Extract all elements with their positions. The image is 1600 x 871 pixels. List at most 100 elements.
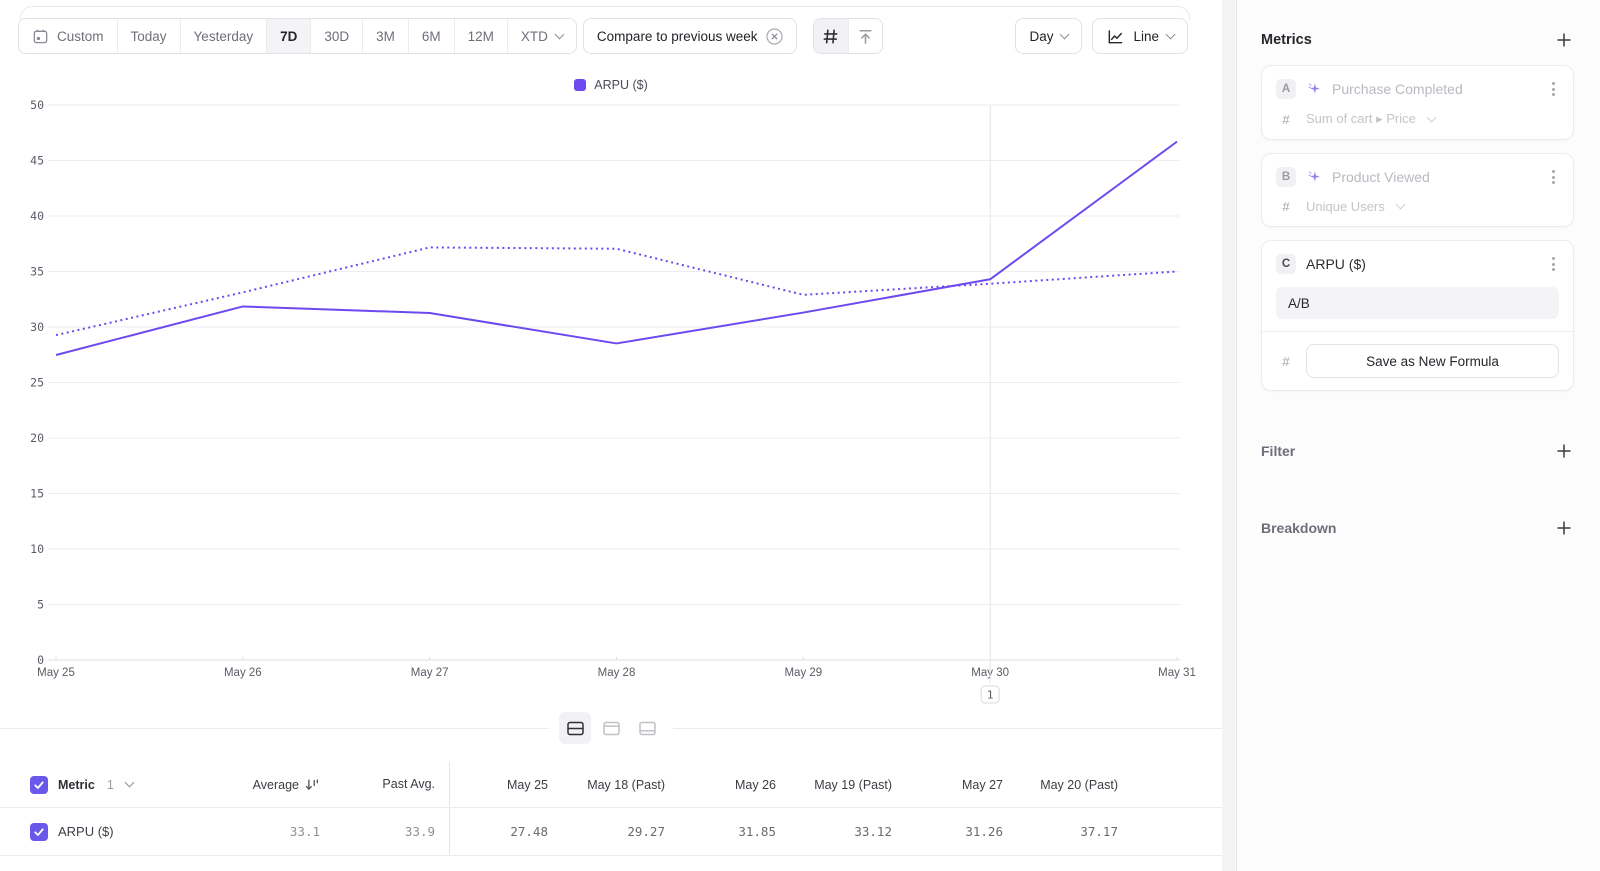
hash-grid-icon <box>823 29 838 43</box>
arrow-up-to-line-icon <box>859 29 871 44</box>
annotation-badge[interactable]: 1 <box>980 685 1000 704</box>
date-range-3m[interactable]: 3M <box>362 19 408 53</box>
formula-input[interactable] <box>1276 287 1559 319</box>
y-axis-tick: 45 <box>30 154 44 168</box>
metric-card-b: B Product Viewed # Unique Users <box>1261 153 1574 227</box>
save-as-new-formula-button[interactable]: Save as New Formula <box>1306 344 1559 378</box>
layout-split-horizontal-button[interactable] <box>559 712 591 744</box>
column-header-label: May 18 (Past) <box>587 777 665 792</box>
uplift-toggle-button[interactable] <box>847 19 882 53</box>
column-header-date: May 26 <box>665 778 776 792</box>
y-axis-tick: 10 <box>30 542 44 556</box>
metric-badge: C <box>1276 254 1296 274</box>
row-checkbox[interactable] <box>30 822 48 841</box>
column-header-date: May 18 (Past) <box>548 778 665 792</box>
chevron-down-icon <box>1426 112 1437 122</box>
add-filter-button[interactable] <box>1554 441 1574 461</box>
layout-toggle-group <box>0 712 1222 744</box>
x-axis-tick: May 28 <box>598 667 636 679</box>
measure-dropdown[interactable]: # Unique Users <box>1276 199 1559 214</box>
date-range-label: Custom <box>57 28 104 44</box>
chart-legend: ARPU ($) <box>0 78 1222 92</box>
calendar-icon <box>33 29 48 43</box>
date-range-control: Custom Today Yesterday 7D 30D 3M 6M 12M XTD <box>18 18 577 54</box>
filter-section-title: Filter <box>1261 443 1296 459</box>
measure-dropdown[interactable]: # Sum of cart ▸ Price <box>1276 111 1559 127</box>
column-header-date: May 19 (Past) <box>776 778 892 792</box>
cell-value: 28.52 <box>1118 824 1222 839</box>
layout-header-top-button[interactable] <box>595 712 627 744</box>
panel-bottom-icon <box>638 721 656 735</box>
chart-options-toggle <box>812 18 883 54</box>
date-range-6m[interactable]: 6M <box>407 19 454 53</box>
layout-footer-bottom-button[interactable] <box>631 712 663 744</box>
query-sidebar: Metrics A Purchase Completed # Sum of cart … <box>1236 0 1600 871</box>
metric-options-kebab-icon[interactable] <box>1548 78 1559 100</box>
y-axis-tick: 0 <box>37 653 44 667</box>
plus-icon <box>1557 444 1571 458</box>
metric-count: 1 <box>106 777 114 792</box>
compare-label: Compare to previous week <box>596 28 758 44</box>
add-metric-button[interactable] <box>1554 30 1574 50</box>
chart-toolbar: Custom Today Yesterday 7D 30D 3M 6M 12M XTD Comp… <box>18 18 1188 54</box>
split-horizontal-icon <box>566 721 584 735</box>
date-range-label: 7D <box>280 28 298 44</box>
cell-value: 31.85 <box>738 824 776 839</box>
metric-name: Product Viewed <box>1332 169 1430 185</box>
date-range-label: 12M <box>467 28 494 44</box>
date-range-label: 6M <box>421 28 441 44</box>
date-range-custom[interactable]: Custom <box>19 19 117 53</box>
row-metric-name: ARPU ($) <box>58 824 114 839</box>
metric-badge: B <box>1276 167 1296 187</box>
panel-top-icon <box>602 721 620 735</box>
y-axis-tick: 50 <box>30 98 44 112</box>
date-range-yesterday[interactable]: Yesterday <box>179 19 267 53</box>
select-all-checkbox[interactable] <box>30 775 48 794</box>
date-range-xtd[interactable]: XTD <box>506 19 576 53</box>
cell-value: 27.48 <box>510 824 548 839</box>
measure-label: Sum of cart ▸ Price <box>1306 111 1416 126</box>
date-range-12m[interactable]: 12M <box>453 19 507 53</box>
date-range-7d[interactable]: 7D <box>266 19 311 53</box>
table-row: ARPU ($) 33.1 33.9 27.48 29.27 31.85 33.12 31… <box>0 808 1222 856</box>
cell-value: 33.1 <box>289 824 320 839</box>
x-axis-tick: May 26 <box>224 667 262 679</box>
cell-value: 37.17 <box>1080 824 1118 839</box>
column-header-average[interactable]: Average <box>210 777 320 793</box>
cell-value: 33.9 <box>404 824 435 839</box>
remove-compare-icon[interactable] <box>765 27 783 45</box>
date-range-label: 3M <box>376 28 395 44</box>
column-header-label: May 27 <box>962 777 1003 792</box>
line-chart-icon <box>1109 29 1123 43</box>
date-range-30d[interactable]: 30D <box>310 19 363 53</box>
y-axis-tick: 40 <box>30 209 44 223</box>
grid-toggle-button[interactable] <box>813 19 848 53</box>
date-range-label: XTD <box>520 28 548 44</box>
column-header-label: Past Avg. <box>382 776 435 791</box>
y-axis-tick: 15 <box>30 487 44 501</box>
measure-label: Unique Users <box>1306 199 1385 214</box>
svg-text:1: 1 <box>987 689 994 702</box>
granularity-dropdown[interactable]: Day <box>1015 18 1083 54</box>
chart-type-dropdown[interactable]: Line <box>1092 18 1188 54</box>
cell-value: 31.26 <box>965 824 1003 839</box>
metric-name: Purchase Completed <box>1332 81 1463 97</box>
column-header-date: May 20 (Past) <box>1003 778 1118 792</box>
compare-button[interactable]: Compare to previous week <box>582 18 797 54</box>
date-range-label: Today <box>130 28 167 44</box>
date-range-today[interactable]: Today <box>116 19 180 53</box>
column-header-label: May 25 <box>507 777 548 792</box>
add-breakdown-button[interactable] <box>1554 518 1574 538</box>
metric-name[interactable]: ARPU ($) <box>1306 256 1366 272</box>
column-header-date: May 28 <box>1118 778 1222 792</box>
chart-panel: Custom Today Yesterday 7D 30D 3M 6M 12M XTD Comp… <box>0 6 1222 856</box>
numeric-property-icon: # <box>1282 353 1290 369</box>
y-axis-tick: 30 <box>30 320 44 334</box>
chevron-down-icon <box>1395 199 1406 210</box>
column-header-label: May 19 (Past) <box>814 777 892 792</box>
legend-label: ARPU ($) <box>594 78 648 92</box>
metric-options-kebab-icon[interactable] <box>1548 166 1559 188</box>
metric-options-kebab-icon[interactable] <box>1548 253 1559 275</box>
chevron-down-icon[interactable] <box>124 777 135 788</box>
panel-gap <box>1222 0 1236 871</box>
